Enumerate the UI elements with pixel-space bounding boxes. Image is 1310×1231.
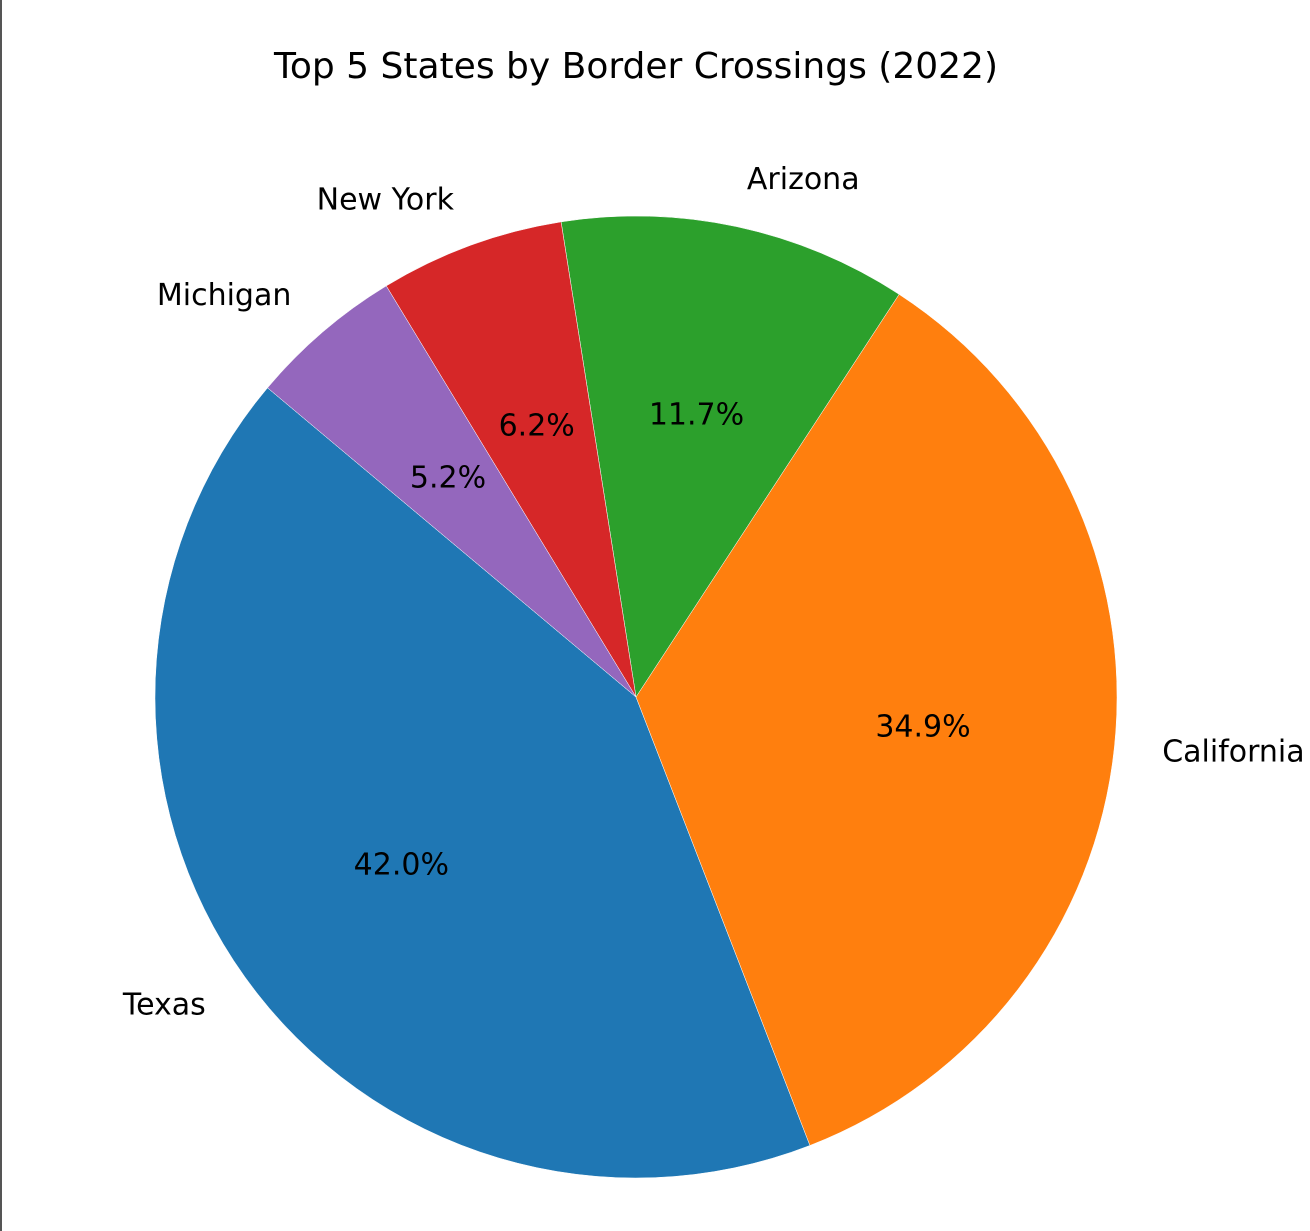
percent-label-arizona: 11.7%: [649, 397, 744, 432]
slice-label-california: California: [1162, 735, 1304, 770]
pie-slice-arizona: [560, 215, 900, 698]
slice-label-arizona: Arizona: [747, 162, 860, 197]
percent-label-texas: 42.0%: [354, 848, 449, 883]
pie-slices: [154, 215, 1118, 1179]
pie-slice-california: [635, 293, 1118, 1146]
pie-slice-michigan: [267, 285, 637, 698]
pie-slice-texas: [154, 387, 811, 1179]
pie-slice-new-york: [385, 221, 637, 698]
slice-label-new-york: New York: [317, 183, 455, 218]
percent-label-new-york: 6.2%: [499, 409, 575, 444]
percent-label-california: 34.9%: [875, 710, 970, 745]
pie-labels: Texas 42.0% California 34.9% Arizona 11.7% New…: [122, 162, 1305, 1022]
slice-label-michigan: Michigan: [157, 278, 292, 313]
chart-title: Top 5 States by Border Crossings (2022): [273, 46, 998, 87]
slice-label-texas: Texas: [122, 988, 206, 1023]
percent-label-michigan: 5.2%: [410, 461, 486, 496]
frame-left-border: [0, 0, 2, 1231]
